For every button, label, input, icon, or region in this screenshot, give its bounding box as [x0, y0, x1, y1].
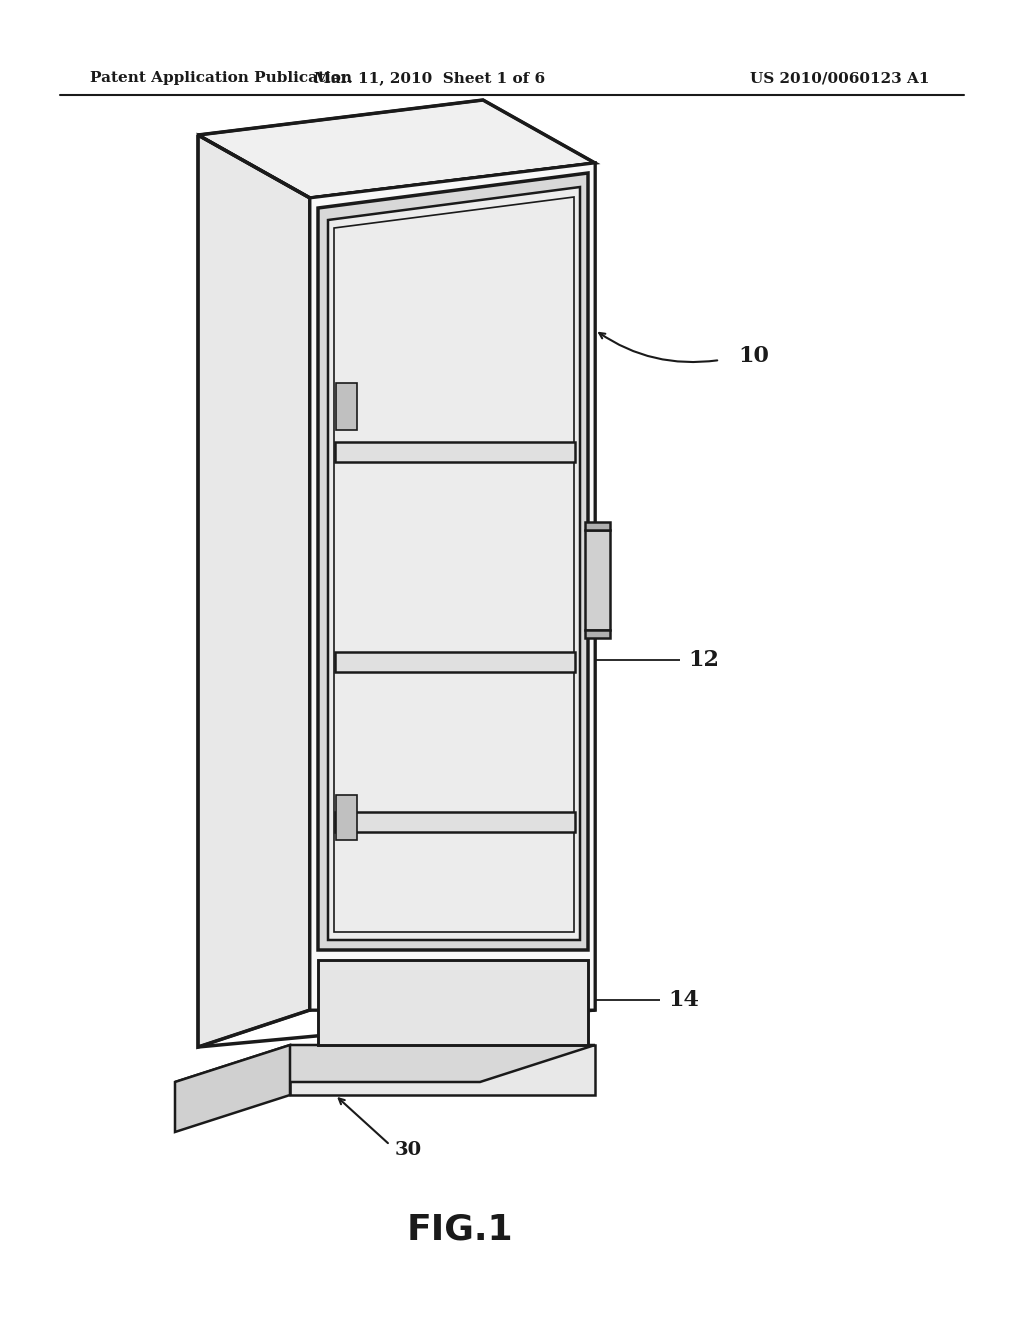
Text: 12: 12 [688, 649, 719, 671]
Polygon shape [336, 383, 357, 430]
Polygon shape [175, 1045, 595, 1082]
Polygon shape [335, 652, 575, 672]
Text: 14: 14 [668, 989, 698, 1011]
Polygon shape [310, 162, 595, 1010]
Polygon shape [198, 100, 595, 198]
Polygon shape [318, 960, 588, 1045]
Polygon shape [335, 812, 575, 832]
Polygon shape [290, 1045, 595, 1096]
Polygon shape [335, 442, 575, 462]
Polygon shape [585, 630, 610, 638]
Text: Mar. 11, 2010  Sheet 1 of 6: Mar. 11, 2010 Sheet 1 of 6 [314, 71, 546, 84]
Polygon shape [585, 521, 610, 531]
Polygon shape [336, 795, 357, 840]
Text: US 2010/0060123 A1: US 2010/0060123 A1 [750, 71, 930, 84]
Polygon shape [318, 173, 588, 950]
Polygon shape [198, 135, 310, 1047]
Text: 30: 30 [395, 1140, 422, 1159]
Text: 10: 10 [738, 345, 769, 367]
Text: FIG.1: FIG.1 [407, 1213, 513, 1247]
Polygon shape [175, 1045, 290, 1133]
Polygon shape [585, 531, 610, 630]
Text: Patent Application Publication: Patent Application Publication [90, 71, 352, 84]
Polygon shape [328, 187, 580, 940]
